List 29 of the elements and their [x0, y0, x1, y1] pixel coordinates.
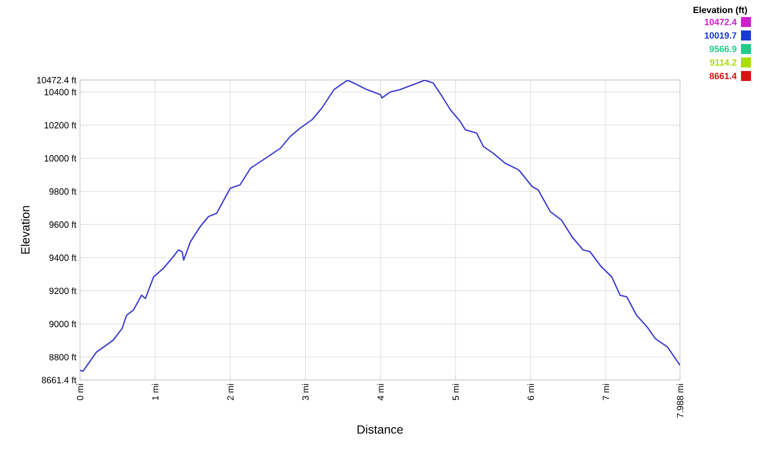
- y-tick-label: 9600 ft: [49, 221, 76, 228]
- y-tick-label: 9400 ft: [49, 254, 76, 261]
- y-tick-label: 9800 ft: [49, 188, 76, 195]
- x-tick-label: 7.988 mi: [676, 384, 684, 418]
- color-bar-title: Elevation (ft): [694, 6, 748, 15]
- color-bar-label: 10472.4: [704, 18, 737, 26]
- color-bar-label: 10019.7: [704, 32, 736, 39]
- y-tick-label: 10000 ft: [44, 154, 76, 162]
- color-bar-label: 9114.2: [710, 59, 736, 66]
- x-tick-label: 0 mi: [76, 384, 84, 400]
- y-tick-label: 8800 ft: [49, 354, 76, 360]
- y-tick-label: 9000 ft: [49, 320, 76, 328]
- color-bar-label: 9566.9: [710, 46, 736, 52]
- y-tick-label: 9200 ft: [49, 287, 76, 294]
- y-tick-label: 10472.4 ft: [37, 76, 76, 84]
- y-tick-label: 10200 ft: [44, 122, 76, 128]
- line-series: [80, 80, 680, 372]
- x-tick-label: 6 mi: [527, 384, 534, 400]
- x-tick-label: 3 mi: [302, 384, 309, 400]
- x-tick-label: 5 mi: [452, 384, 459, 400]
- x-tick-label: 7 mi: [602, 384, 610, 400]
- color-bar-label: 8661.4: [710, 72, 737, 80]
- y-axis-title: Elevation: [20, 206, 30, 254]
- x-tick-label: 1 mi: [152, 384, 158, 400]
- y-tick-label: 10400 ft: [44, 88, 76, 96]
- x-axis-title: Distance: [358, 424, 403, 434]
- y-tick-label: 8661.4 ft: [42, 376, 76, 384]
- x-tick-label: 4 mi: [377, 384, 384, 400]
- x-tick-label: 2 mi: [226, 384, 234, 400]
